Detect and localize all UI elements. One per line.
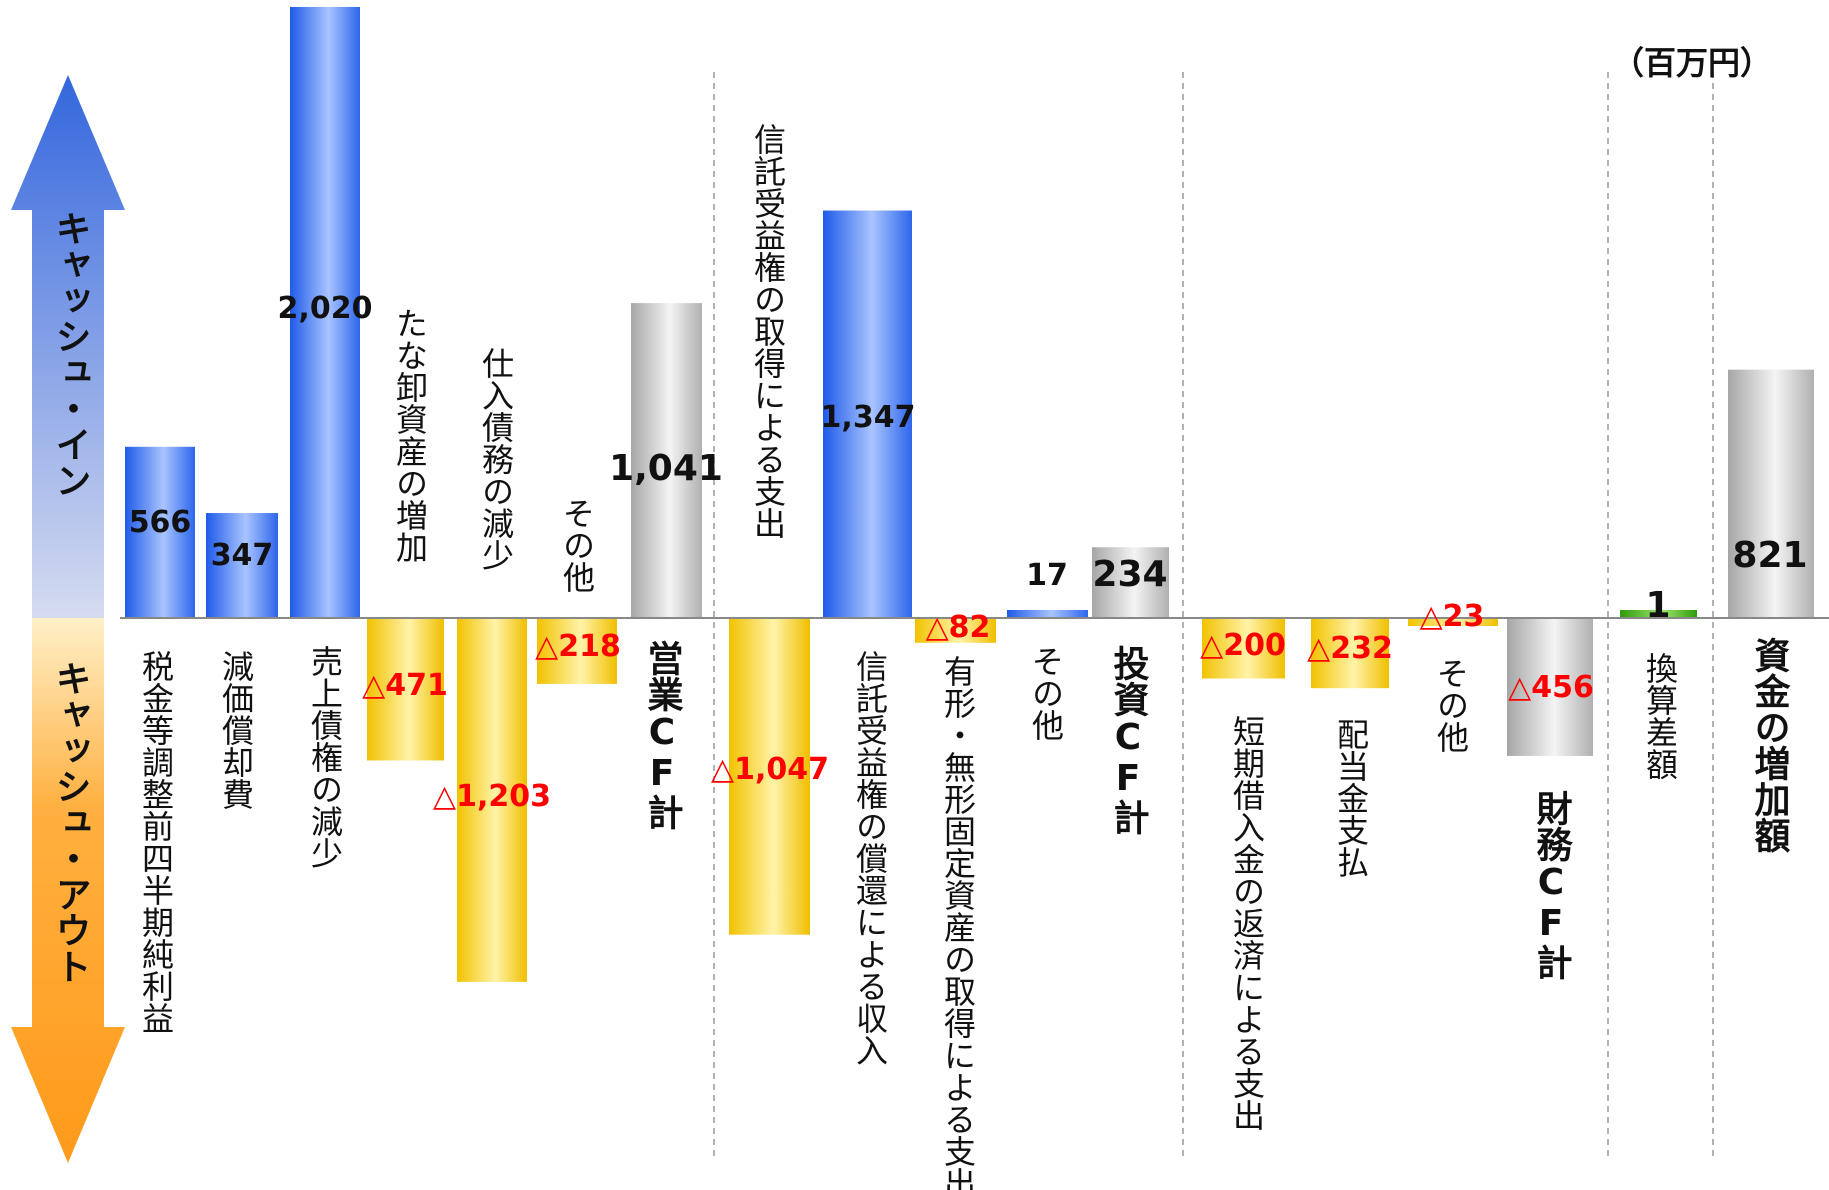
category-label-15: その他 <box>1432 657 1470 753</box>
category-label-1: 税金等調整前四半期純利益 <box>137 650 175 1034</box>
bar-5 <box>457 618 527 982</box>
category-label-17: 換算差額 <box>1641 652 1679 780</box>
value-label-14: △232 <box>1307 631 1393 666</box>
bar-18 <box>1728 369 1814 618</box>
category-label-14: 配当金支払 <box>1332 718 1370 878</box>
value-label-8: △1,047 <box>711 752 829 787</box>
category-label-13: 短期借入金の返済による支出 <box>1228 715 1266 1131</box>
value-label-12: 234 <box>1092 554 1167 595</box>
value-label-10: △82 <box>926 610 991 645</box>
bar-6 <box>537 618 617 684</box>
value-label-9: 1,347 <box>821 400 916 435</box>
category-label-9: 信託受益権の償還による収入 <box>851 650 889 1066</box>
bar-1 <box>125 446 195 618</box>
value-label-6: △218 <box>535 629 621 664</box>
category-label-7: 営業CF計 <box>642 640 684 830</box>
value-label-15: △23 <box>1420 599 1485 634</box>
value-label-13: △200 <box>1200 628 1286 663</box>
bar-13 <box>1202 618 1285 679</box>
cash-in-label: キャッシュ・イン <box>50 210 91 498</box>
bar-8 <box>729 618 810 935</box>
category-label-10: 有形・無形固定資産の取得による支出 <box>939 655 977 1190</box>
category-label-2: 減価償却費 <box>217 650 255 810</box>
bar-4 <box>367 618 444 761</box>
value-label-3: 2,020 <box>278 291 373 326</box>
category-label-6: その他 <box>558 497 596 593</box>
value-label-18: 821 <box>1732 535 1807 576</box>
category-label-16: 財務CF計 <box>1531 790 1573 980</box>
bar-3 <box>290 6 360 618</box>
bar-9 <box>823 210 912 618</box>
category-label-3: 売上債権の減少 <box>306 645 344 869</box>
category-label-4: たな卸資産の増加 <box>391 307 429 563</box>
bar-14 <box>1311 618 1389 689</box>
bars-layer <box>125 6 1814 982</box>
value-label-5: △1,203 <box>433 779 551 814</box>
bar-10 <box>915 618 996 643</box>
cash-out-arrow <box>11 618 125 1163</box>
category-label-12: 投資CF計 <box>1108 645 1150 835</box>
bar-17 <box>1620 610 1697 618</box>
bar-7 <box>631 303 702 618</box>
value-label-16: △456 <box>1508 670 1594 705</box>
category-label-5: 仕入債務の減少 <box>477 347 515 571</box>
category-label-18: 資金の増加額 <box>1749 637 1792 854</box>
bar-11 <box>1007 610 1088 618</box>
value-label-17: 1 <box>1645 585 1670 626</box>
value-label-1: 566 <box>129 505 192 540</box>
value-label-7: 1,041 <box>609 448 723 489</box>
labels-layer: 566 税金等調整前四半期純利益 347 減価償却費 2,020 売上債権の減少 △471 た… <box>129 123 1808 1190</box>
bar-2 <box>206 513 278 618</box>
category-label-8: 信託受益権の取得による支出 <box>749 123 787 539</box>
value-label-4: △471 <box>362 668 448 703</box>
bar-15 <box>1408 618 1498 626</box>
cash-in-arrow <box>11 75 125 618</box>
category-label-11: その他 <box>1027 645 1065 741</box>
bar-12 <box>1092 547 1169 618</box>
cash-out-label: キャッシュ・アウト <box>50 660 91 984</box>
bar-16 <box>1507 618 1593 756</box>
unit-label: （百万円） <box>1612 44 1773 82</box>
value-label-2: 347 <box>211 538 274 573</box>
value-label-11: 17 <box>1026 558 1068 593</box>
